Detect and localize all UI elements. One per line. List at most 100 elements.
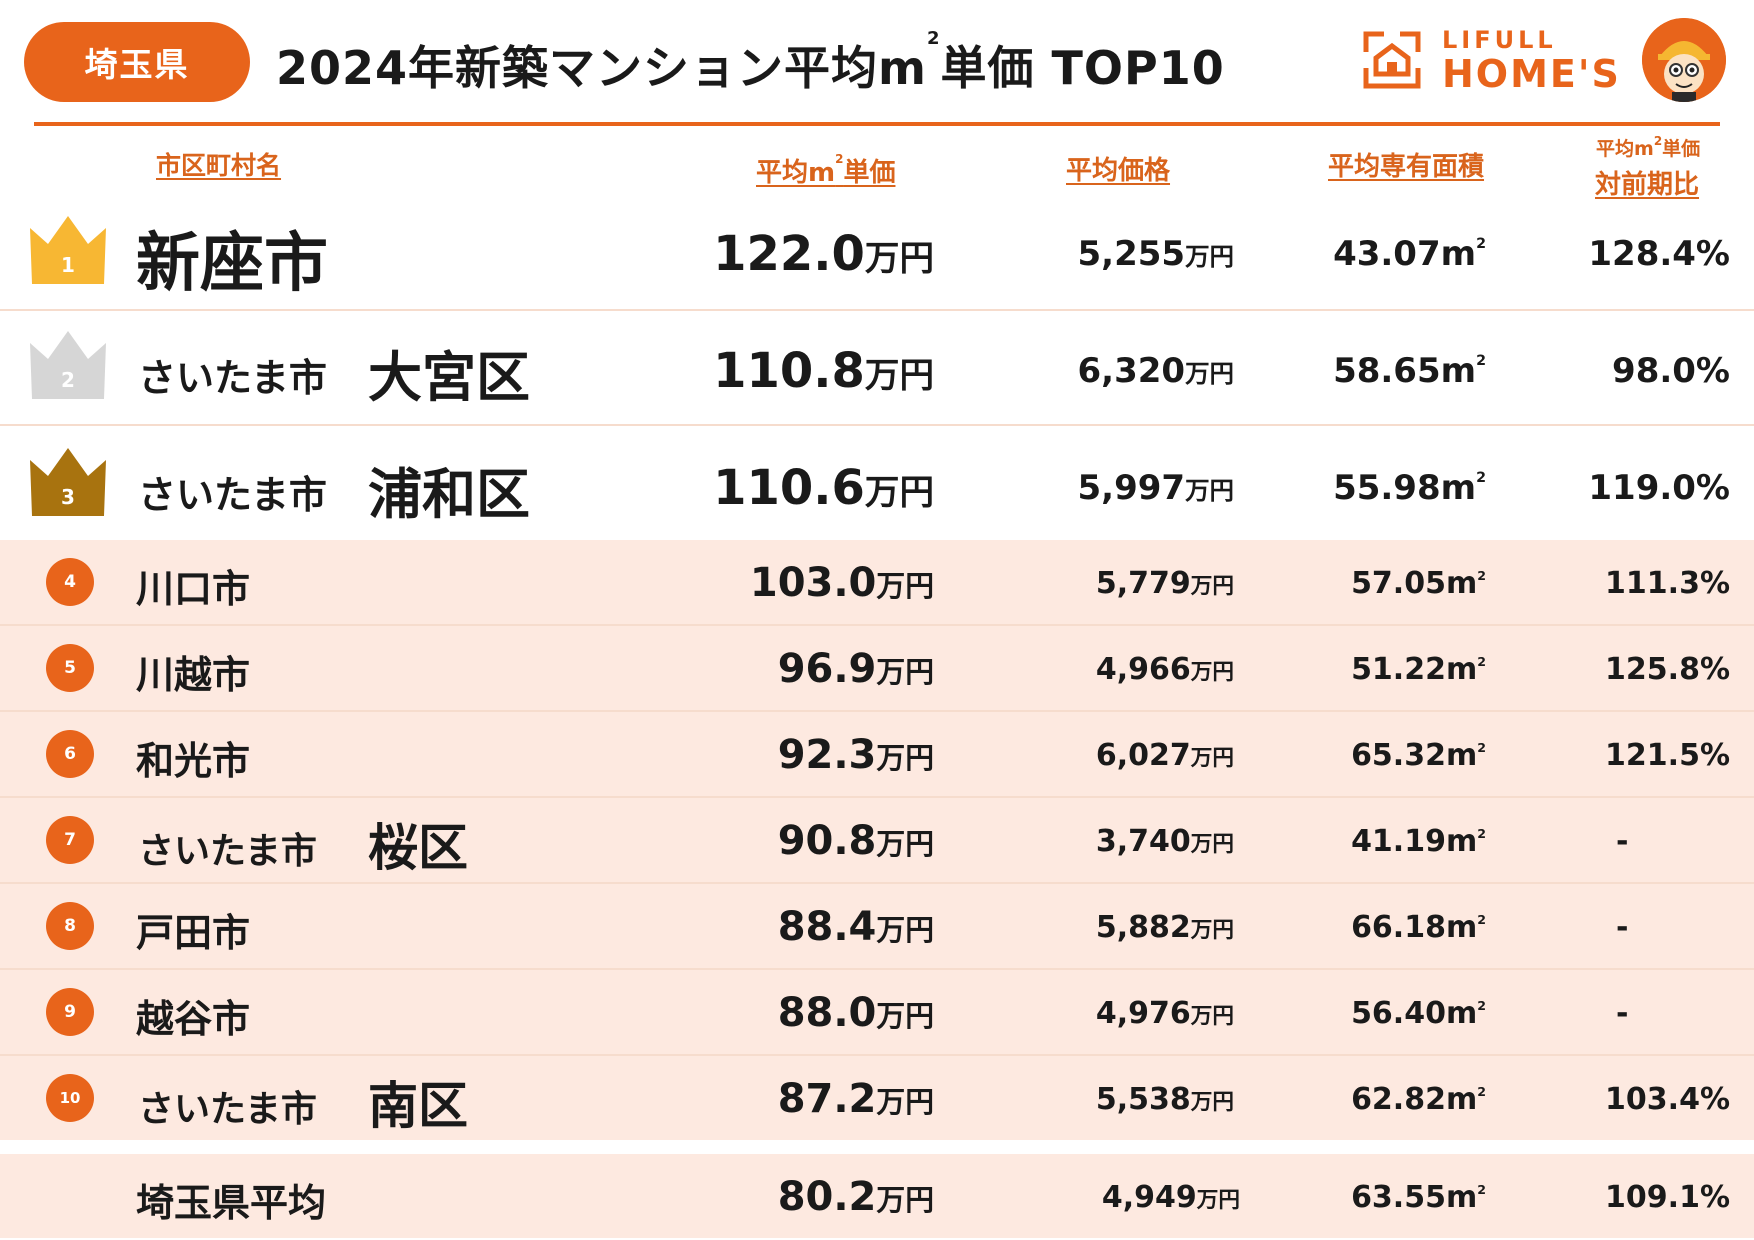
area-unit-sup: 2: [1477, 568, 1486, 583]
area-unit-sup: 2: [1477, 654, 1486, 669]
col-header-ratio-line2: 対前期比: [1595, 170, 1700, 200]
ratio: 125.8%: [1605, 652, 1730, 687]
lifull-homes-logo: LIFULL HOME'S: [1362, 26, 1624, 98]
avg-area: 51.22m2: [1351, 652, 1486, 687]
avg-price: 5,779万円: [1096, 566, 1234, 601]
avg-price-value: 5,997: [1077, 468, 1186, 508]
city-name: 新座市: [136, 227, 328, 301]
col-header-name: 市区町村名: [156, 151, 282, 180]
unit-price-value: 80.2: [777, 1174, 877, 1220]
unit-price-unit: 万円: [876, 827, 934, 861]
area-unit: m: [1445, 910, 1478, 945]
row-divider: [0, 710, 1754, 712]
area-unit-sup: 2: [1477, 826, 1486, 841]
unit-price-value: 87.2: [777, 1076, 877, 1122]
avg-price: 6,027万円: [1096, 738, 1234, 773]
ratio: 109.1%: [1605, 1180, 1730, 1215]
area-unit: m: [1445, 652, 1478, 687]
avg-area: 56.40m2: [1351, 996, 1486, 1031]
row-divider: [0, 624, 1754, 626]
unit-price-unit: 万円: [876, 999, 934, 1033]
row-divider: [0, 968, 1754, 970]
area-unit-sup: 2: [1477, 912, 1486, 927]
title-tail: 単価 TOP10: [940, 41, 1225, 95]
area-unit: m: [1445, 738, 1478, 773]
avg-price-value: 5,779: [1095, 566, 1191, 601]
rank-badge: 8: [46, 902, 94, 950]
avg-price: 5,882万円: [1096, 910, 1234, 945]
table-row: 7 さいたま市 桜区 90.8万円 3,740万円 41.19m2 -: [0, 798, 1754, 882]
logo-homes-text: HOME'S: [1442, 52, 1621, 96]
rank-badge: 5: [46, 644, 94, 692]
ratio: 103.4%: [1605, 1082, 1730, 1117]
header: 埼玉県 2024年新築マンション平均m2単価 TOP10 LIFULL HOME…: [0, 0, 1754, 128]
ward-name: 南区: [368, 1077, 468, 1135]
col-header-unit-price-post: 単価: [843, 158, 896, 188]
area-unit: m: [1445, 824, 1478, 859]
rank-badge: 10: [46, 1074, 94, 1122]
city-prefix: さいたま市: [138, 1089, 317, 1130]
unit-price-unit: 万円: [876, 569, 934, 603]
rank-badge: 6: [46, 730, 94, 778]
col-header-avg-price: 平均価格: [1066, 156, 1171, 186]
avg-area: 58.65m2: [1333, 351, 1486, 391]
avg-area-value: 63.55: [1351, 1180, 1446, 1215]
avg-area-value: 43.07: [1333, 234, 1441, 274]
avg-area: 63.55m2: [1351, 1180, 1486, 1215]
avg-area-value: 62.82: [1351, 1082, 1446, 1117]
city-name: 川口市: [136, 567, 251, 611]
col-header-avg-area: 平均専有面積: [1328, 152, 1485, 182]
city-prefix: さいたま市: [138, 473, 327, 517]
rank-number: 1: [61, 253, 75, 277]
row-divider: [0, 309, 1754, 311]
unit-price: 88.0万円: [778, 990, 934, 1036]
unit-price-unit: 万円: [864, 239, 934, 279]
table-row: 8 戸田市 88.4万円 5,882万円 66.18m2 -: [0, 884, 1754, 968]
avg-area: 57.05m2: [1351, 566, 1486, 601]
area-unit: m: [1440, 351, 1477, 391]
avg-price-value: 5,882: [1095, 910, 1191, 945]
ratio: 98.0%: [1612, 351, 1730, 391]
gold-crown-icon: 1: [30, 216, 106, 284]
city-prefix: さいたま市: [138, 356, 327, 400]
table-row: 2 さいたま市 大宮区 110.8万円 6,320万円 58.65m2 98.0…: [0, 311, 1754, 425]
unit-price-unit: 万円: [876, 741, 934, 775]
house-icon: [1363, 31, 1421, 89]
avg-area: 66.18m2: [1351, 910, 1486, 945]
rank-badge: 7: [46, 816, 94, 864]
ratio: -: [1616, 910, 1629, 945]
city-name: 越谷市: [136, 997, 251, 1041]
area-unit-sup: 2: [1476, 236, 1486, 252]
avg-price-unit: 万円: [1190, 1090, 1234, 1115]
ratio: 119.0%: [1588, 468, 1730, 508]
rank-number: 3: [61, 485, 75, 509]
ward-name: 浦和区: [368, 463, 530, 526]
avg-price-value: 4,949: [1101, 1180, 1197, 1215]
unit-price-value: 103.0: [749, 560, 877, 606]
unit-price-value: 88.4: [777, 904, 877, 950]
col-header-ratio-pre: 平均m: [1596, 138, 1654, 160]
avg-price-unit: 万円: [1190, 574, 1234, 599]
mascot-avatar: [1642, 18, 1726, 102]
avg-price-value: 5,538: [1095, 1082, 1191, 1117]
table-row: 4 川口市 103.0万円 5,779万円 57.05m2 111.3%: [0, 540, 1754, 624]
avg-area-value: 56.40: [1351, 996, 1446, 1031]
table-row: 6 和光市 92.3万円 6,027万円 65.32m2 121.5%: [0, 712, 1754, 796]
area-unit-sup: 2: [1477, 1182, 1486, 1197]
silver-crown-icon: 2: [30, 331, 106, 399]
table-row: 9 越谷市 88.0万円 4,976万円 56.40m2 -: [0, 970, 1754, 1054]
unit-price-value: 90.8: [777, 818, 877, 864]
unit-price-unit: 万円: [876, 913, 934, 947]
avg-price: 6,320万円: [1078, 351, 1234, 391]
area-unit: m: [1445, 566, 1478, 601]
ratio: -: [1616, 996, 1629, 1031]
unit-price-unit: 万円: [864, 356, 934, 396]
rank-badge: 4: [46, 558, 94, 606]
area-unit-sup: 2: [1477, 1084, 1486, 1099]
row-divider: [0, 1054, 1754, 1056]
unit-price-unit: 万円: [876, 655, 934, 689]
title-main: 2024年新築マンション平均m: [276, 41, 927, 95]
title-divider: [34, 122, 1720, 126]
ratio: 121.5%: [1605, 738, 1730, 773]
col-header-ratio-sup: 2: [1653, 134, 1663, 148]
